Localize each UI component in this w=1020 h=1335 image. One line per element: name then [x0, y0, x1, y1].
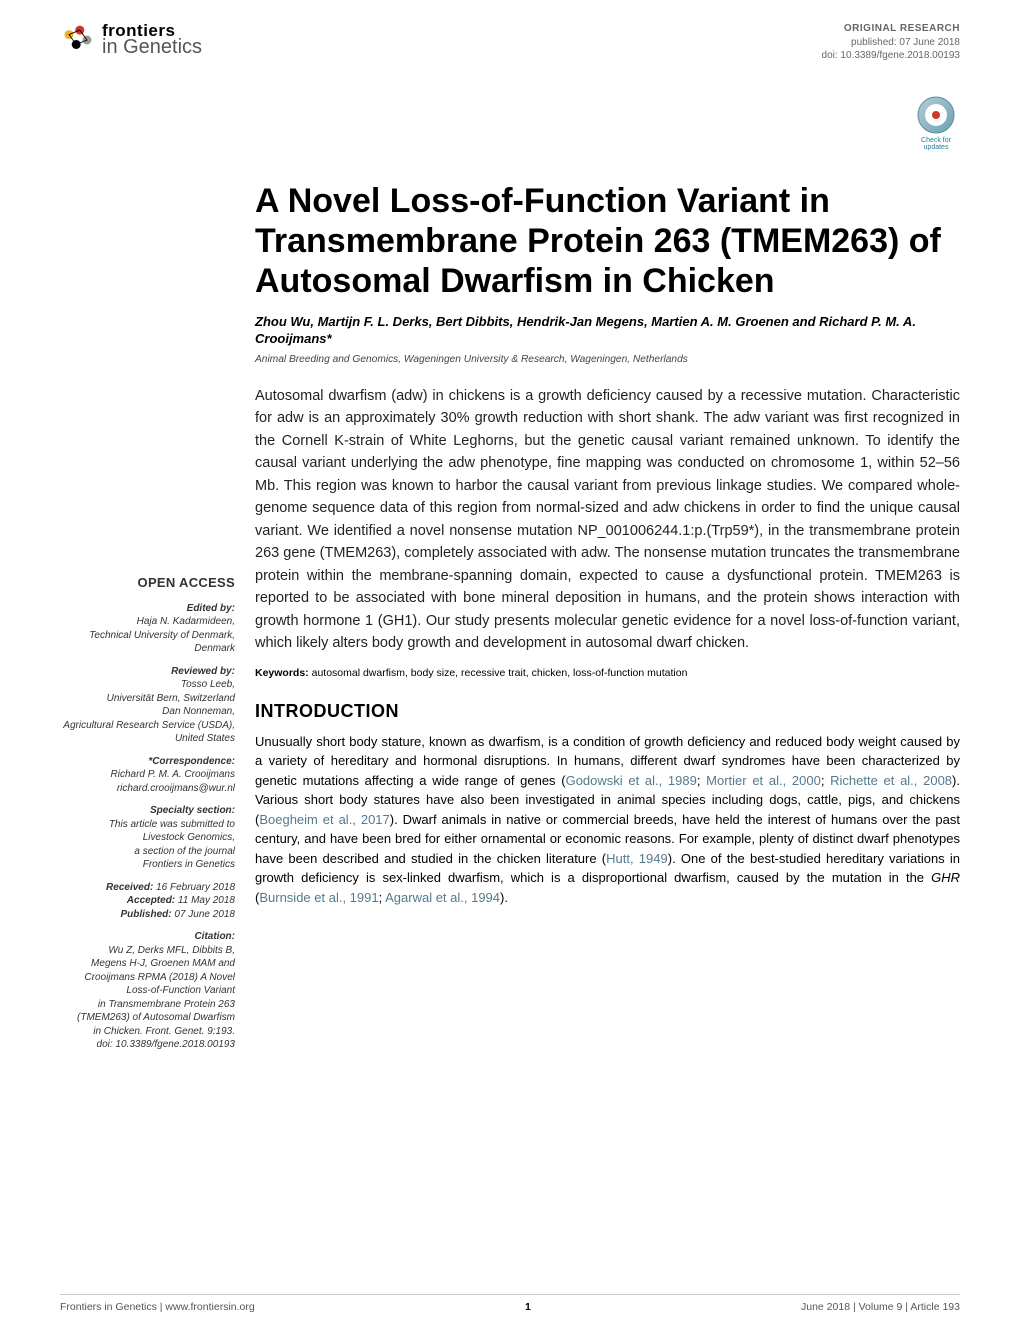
citation-head: Citation:: [60, 930, 235, 944]
editor-name: Haja N. Kadarmideen,: [60, 615, 235, 629]
header-meta: ORIGINAL RESEARCH published: 07 June 201…: [822, 22, 960, 63]
intro-heading: INTRODUCTION: [255, 701, 960, 722]
open-access-label: OPEN ACCESS: [60, 574, 235, 592]
reviewer-aff: Agricultural Research Service (USDA), Un…: [60, 719, 235, 746]
page-footer: Frontiers in Genetics | www.frontiersin.…: [60, 1294, 960, 1313]
citation-line: Megens H-J, Groenen MAM and: [60, 957, 235, 971]
citation-line: Crooijmans RPMA (2018) A Novel: [60, 971, 235, 985]
received-label: Received:: [106, 882, 153, 893]
accepted-label: Accepted:: [127, 895, 175, 906]
citation-link[interactable]: Richette et al., 2008: [830, 773, 952, 788]
abstract: Autosomal dwarfism (adw) in chickens is …: [255, 385, 960, 655]
published-label: Published:: [120, 909, 171, 920]
journal-logo: frontiers in Genetics: [60, 22, 202, 58]
author-list: Zhou Wu, Martijn F. L. Derks, Bert Dibbi…: [255, 313, 960, 348]
published-date-sidebar: 07 June 2018: [172, 909, 235, 920]
article-type: ORIGINAL RESEARCH: [822, 22, 960, 36]
edited-by-head: Edited by:: [60, 602, 235, 616]
citation-line: (TMEM263) of Autosomal Dwarfism: [60, 1011, 235, 1025]
citation-link[interactable]: Burnside et al., 1991: [259, 890, 378, 905]
citation-link[interactable]: Agarwal et al., 1994: [385, 890, 500, 905]
frontiers-logo-icon: [60, 22, 96, 58]
specialty-line: This article was submitted to: [60, 818, 235, 832]
left-sidebar: OPEN ACCESS Edited by: Haja N. Kadarmide…: [60, 574, 235, 1052]
specialty-head: Specialty section:: [60, 804, 235, 818]
footer-left-link[interactable]: Frontiers in Genetics | www.frontiersin.…: [60, 1301, 255, 1313]
citation-line: in Transmembrane Protein 263: [60, 998, 235, 1012]
header-bar: frontiers in Genetics ORIGINAL RESEARCH …: [0, 0, 1020, 63]
keywords-text: autosomal dwarfism, body size, recessive…: [312, 667, 688, 679]
intro-text: ).: [500, 890, 508, 905]
citation-link[interactable]: Godowski et al., 1989: [566, 773, 697, 788]
keywords: Keywords: autosomal dwarfism, body size,…: [255, 667, 960, 679]
journal-logo-text: frontiers in Genetics: [102, 22, 202, 57]
specialty-line: Frontiers in Genetics: [60, 858, 235, 872]
affiliation: Animal Breeding and Genomics, Wageningen…: [255, 354, 960, 365]
reviewer-aff: Universität Bern, Switzerland: [60, 692, 235, 706]
citation-line: in Chicken. Front. Genet. 9:193.: [60, 1025, 235, 1039]
sep: ;: [821, 773, 830, 788]
article-title: A Novel Loss-of-Function Variant in Tran…: [255, 181, 960, 301]
citation-doi: doi: 10.3389/fgene.2018.00193: [60, 1038, 235, 1052]
accepted-date: 11 May 2018: [175, 895, 235, 906]
citation-link[interactable]: Boegheim et al., 2017: [259, 812, 389, 827]
correspondence-name: Richard P. M. A. Crooijmans: [60, 768, 235, 782]
keywords-label: Keywords:: [255, 667, 312, 679]
intro-paragraph: Unusually short body stature, known as d…: [255, 732, 960, 908]
reviewer-name: Tosso Leeb,: [60, 678, 235, 692]
correspondence-email[interactable]: richard.crooijmans@wur.nl: [117, 783, 235, 794]
gene-name: GHR: [931, 870, 960, 885]
citation-line: Wu Z, Derks MFL, Dibbits B,: [60, 944, 235, 958]
received-date: 16 February 2018: [153, 882, 235, 893]
header-doi: doi: 10.3389/fgene.2018.00193: [822, 49, 960, 63]
check-updates-label: Check for updates: [912, 137, 960, 151]
page-number: 1: [525, 1301, 531, 1313]
logo-bottom-text: in Genetics: [102, 37, 202, 57]
sep: ;: [697, 773, 706, 788]
reviewer-name: Dan Nonneman,: [60, 705, 235, 719]
crossmark-icon: [916, 95, 956, 135]
editor-aff: Technical University of Denmark, Denmark: [60, 629, 235, 656]
specialty-line: Livestock Genomics,: [60, 831, 235, 845]
correspondence-head: *Correspondence:: [60, 755, 235, 769]
published-date: published: 07 June 2018: [822, 36, 960, 50]
check-updates-badge[interactable]: Check for updates: [912, 95, 960, 151]
citation-link[interactable]: Mortier et al., 2000: [706, 773, 821, 788]
footer-right: June 2018 | Volume 9 | Article 193: [801, 1301, 960, 1313]
citation-link[interactable]: Hutt, 1949: [606, 851, 668, 866]
specialty-line: a section of the journal: [60, 845, 235, 859]
citation-line: Loss-of-Function Variant: [60, 984, 235, 998]
reviewed-by-head: Reviewed by:: [60, 665, 235, 679]
